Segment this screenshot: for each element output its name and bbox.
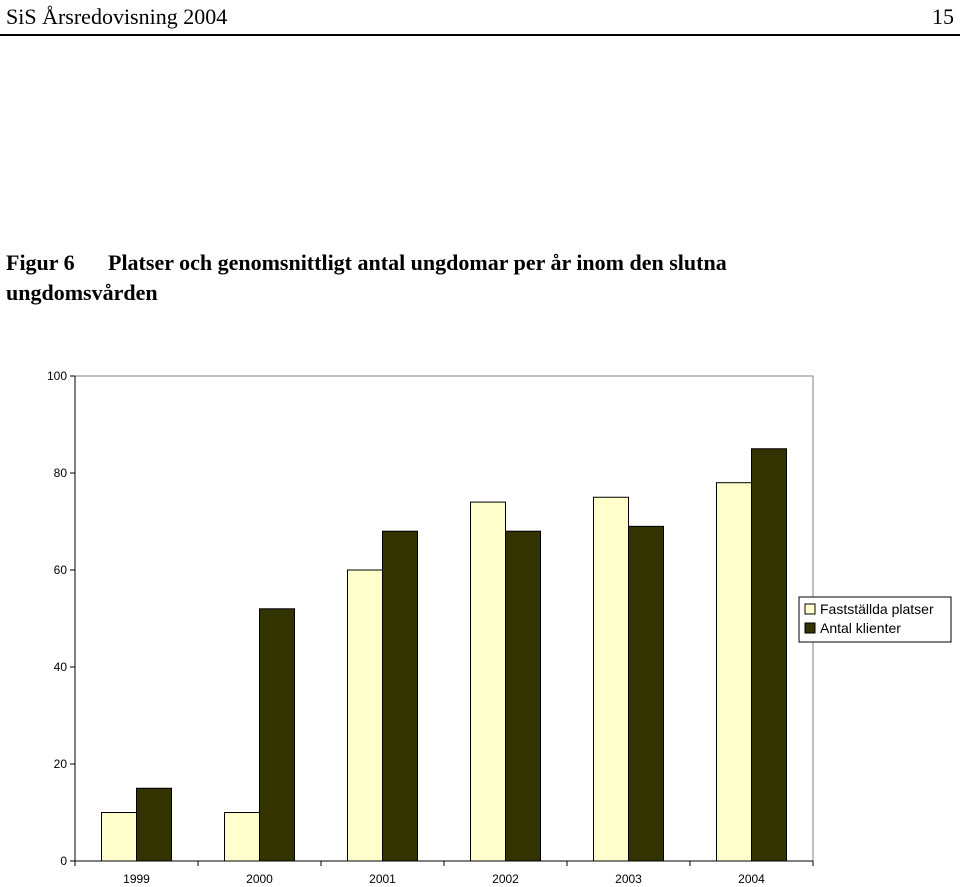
x-tick-label: 2002 bbox=[492, 872, 519, 886]
bar-2000-series-2 bbox=[259, 608, 295, 862]
bar-2001-series-1 bbox=[347, 569, 383, 862]
bar-2004-series-2 bbox=[751, 448, 787, 862]
page-header: SiS Årsredovisning 2004 15 bbox=[0, 0, 960, 36]
bar-2003-series-1 bbox=[593, 496, 629, 862]
x-tick-label: 2001 bbox=[369, 872, 396, 886]
plot-area bbox=[74, 375, 814, 862]
x-tick-label: 2004 bbox=[738, 872, 765, 886]
y-tick-label: 20 bbox=[54, 757, 68, 771]
y-tick-label: 40 bbox=[54, 660, 68, 674]
bar-2004-series-1 bbox=[716, 482, 752, 862]
legend-label-2: Antal klienter bbox=[820, 620, 901, 636]
y-tick-label: 60 bbox=[54, 563, 68, 577]
legend-label-1: Fastställda platser bbox=[820, 601, 934, 617]
figure-title-line2: ungdomsvården bbox=[6, 280, 158, 305]
x-tick-label: 1999 bbox=[123, 872, 150, 886]
bar-1999-series-2 bbox=[136, 787, 172, 862]
bar-2002-series-1 bbox=[470, 501, 506, 862]
header-title: SiS Årsredovisning 2004 bbox=[6, 4, 228, 29]
legend-swatch-2 bbox=[804, 622, 816, 634]
y-tick-label: 100 bbox=[47, 369, 67, 383]
page-number: 15 bbox=[932, 4, 954, 29]
figure-label: Figur 6 bbox=[6, 250, 75, 275]
bar-2002-series-2 bbox=[505, 530, 541, 862]
bar-2000-series-1 bbox=[224, 812, 260, 862]
legend-swatch-1 bbox=[804, 603, 816, 615]
bar-1999-series-1 bbox=[101, 812, 137, 862]
y-tick-label: 0 bbox=[60, 854, 67, 868]
figure-title-line1: Platser och genomsnittligt antal ungdoma… bbox=[108, 250, 727, 275]
y-tick-label: 80 bbox=[54, 466, 68, 480]
x-tick-label: 2000 bbox=[246, 872, 273, 886]
legend bbox=[798, 596, 952, 643]
bar-2001-series-2 bbox=[382, 530, 418, 862]
x-tick-label: 2003 bbox=[615, 872, 642, 886]
bar-2003-series-2 bbox=[628, 525, 664, 862]
